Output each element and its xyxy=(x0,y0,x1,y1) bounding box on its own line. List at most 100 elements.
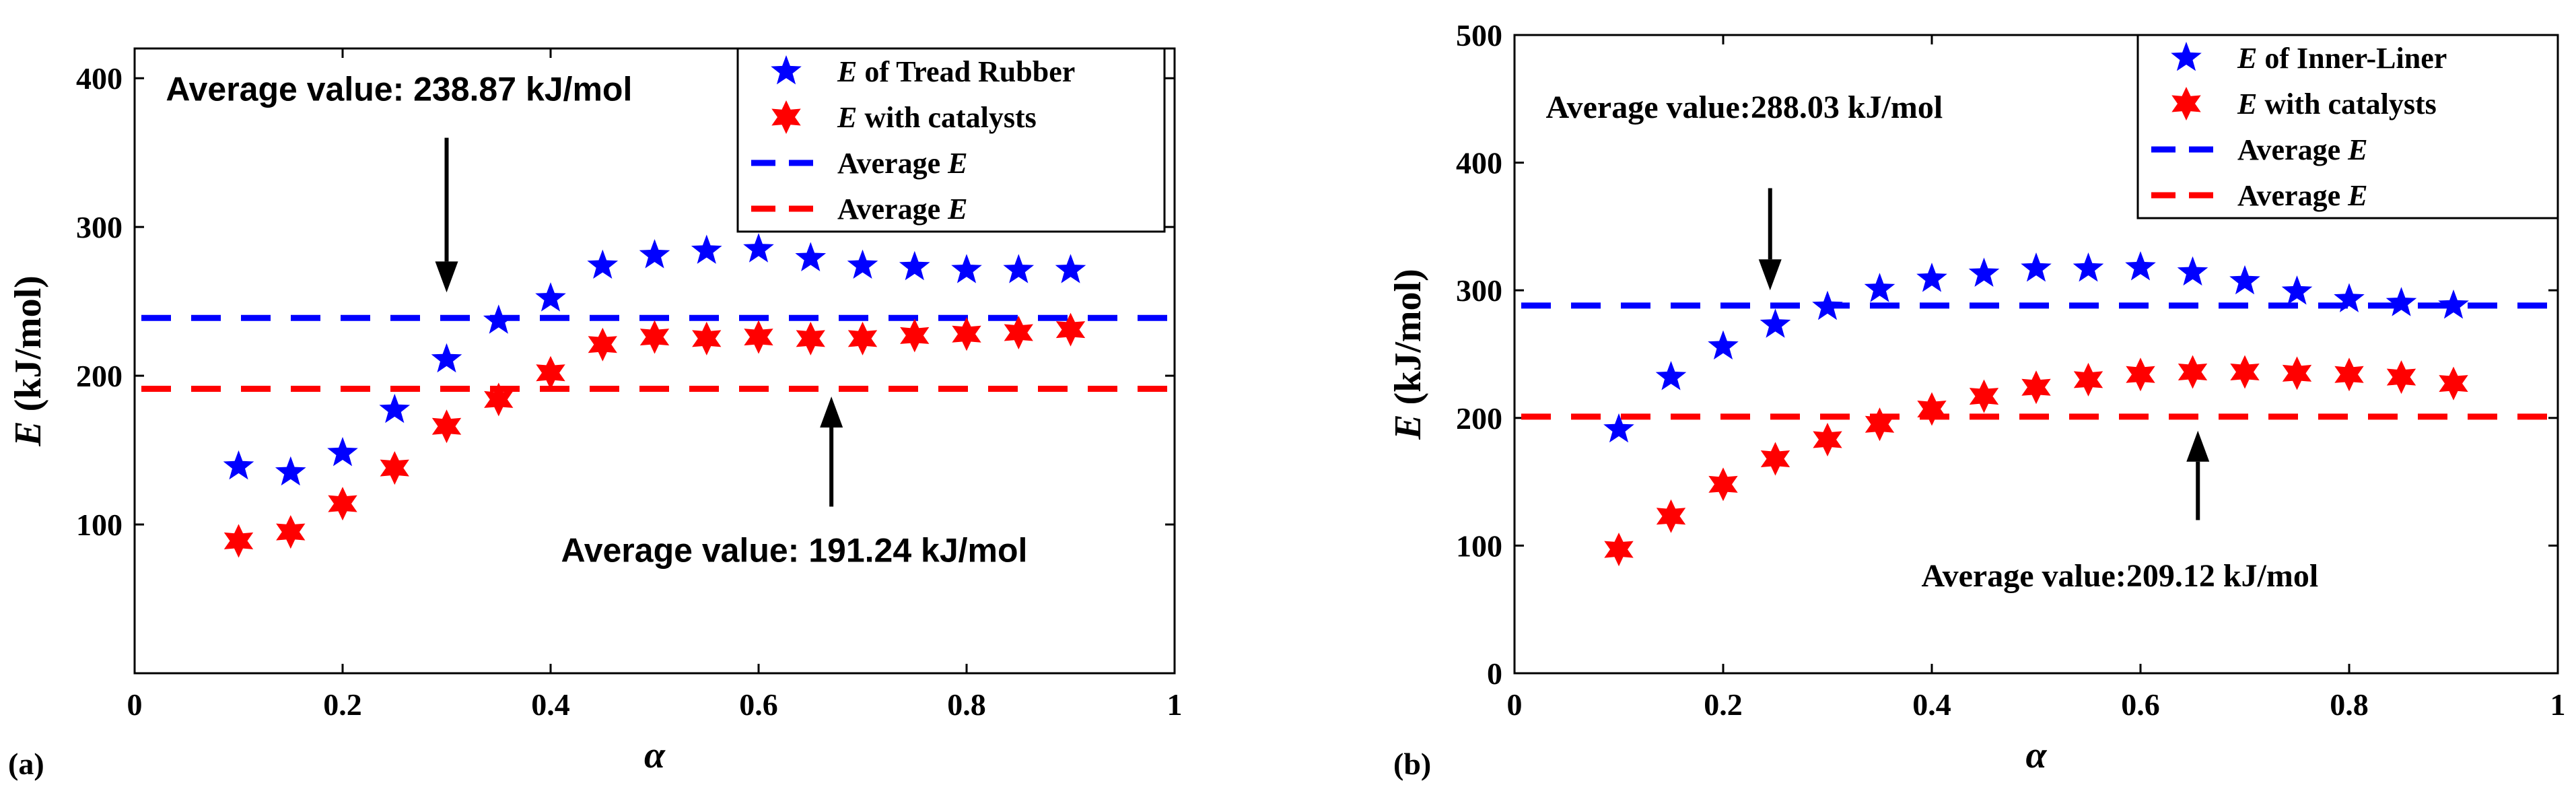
data-point xyxy=(847,321,878,355)
data-point xyxy=(223,524,254,558)
x-tick-label: 0.2 xyxy=(1704,687,1743,722)
legend-marker xyxy=(771,100,801,134)
annotation-text: Average value:288.03 kJ/mol xyxy=(1546,90,1943,125)
data-point xyxy=(483,304,514,334)
data-point xyxy=(847,249,878,279)
plot-frame xyxy=(1513,34,2559,675)
y-axis-label: E (kJ/mol) xyxy=(1387,269,1429,440)
annotation-arrow-head xyxy=(2186,430,2210,462)
data-point xyxy=(691,234,722,264)
data-point xyxy=(2386,287,2417,316)
x-tick-label: 0.6 xyxy=(739,687,778,722)
data-point xyxy=(743,233,774,263)
data-point xyxy=(1916,263,1947,292)
legend-label: Average E xyxy=(2237,133,2367,166)
data-point xyxy=(588,327,617,362)
data-point xyxy=(2334,283,2365,312)
y-axis-label: E (kJ/mol) xyxy=(7,275,49,447)
y-tick-label: 100 xyxy=(1456,528,1502,563)
data-point xyxy=(1864,273,1895,302)
annotation-arrow-head xyxy=(435,261,458,293)
legend-marker xyxy=(771,55,802,85)
data-point xyxy=(2282,356,2312,390)
legend-box xyxy=(2136,34,2559,219)
data-point xyxy=(1969,379,1999,413)
data-point xyxy=(952,317,981,351)
data-point xyxy=(2438,289,2469,319)
data-point xyxy=(1760,308,1791,338)
legend: E of Tread Rubber E with catalysts Average… xyxy=(736,47,1166,233)
data-point xyxy=(2073,252,2104,282)
data-point xyxy=(639,239,670,269)
chart-panel-b: 0 0.2 0.4 0.6 0.8 1 0 100 200 300 400 500 α E (kJ/mol… xyxy=(1387,18,2566,781)
legend-label: E with catalysts xyxy=(837,101,1037,134)
data-point xyxy=(795,242,827,271)
data-point xyxy=(587,249,619,279)
y-tick-label: 200 xyxy=(1456,401,1502,436)
data-point xyxy=(2021,252,2052,282)
legend-box xyxy=(736,47,1166,233)
legend-label: Average E xyxy=(2237,179,2367,212)
data-point xyxy=(1760,442,1790,476)
data-point xyxy=(1813,423,1842,456)
y-axis-unit: (kJ/mol) xyxy=(1387,269,1429,414)
legend-label: E of Tread Rubber xyxy=(837,55,1075,88)
data-point xyxy=(1603,413,1634,443)
panel-label: (b) xyxy=(1393,747,1431,781)
data-point xyxy=(536,355,565,390)
data-point xyxy=(328,487,357,521)
data-point xyxy=(1656,499,1686,533)
legend-label: Average E xyxy=(837,193,967,226)
x-axis-label: α xyxy=(644,735,666,776)
data-point xyxy=(379,393,411,423)
data-point xyxy=(1055,254,1086,283)
data-point xyxy=(535,282,566,312)
data-point xyxy=(1708,330,1739,360)
data-point xyxy=(2334,357,2364,392)
y-tick-label: 300 xyxy=(1456,273,1502,308)
legend-label: Average E xyxy=(837,147,967,180)
data-point xyxy=(223,450,254,480)
data-point xyxy=(2178,355,2208,389)
y-tick-label: 400 xyxy=(76,61,123,96)
data-point xyxy=(796,321,825,355)
x-tick-label: 0 xyxy=(1507,687,1523,722)
x-tick-label: 1 xyxy=(2550,687,2566,722)
data-point xyxy=(1812,290,1843,320)
data-point xyxy=(2230,355,2260,389)
x-tick-label: 0.8 xyxy=(2330,687,2369,722)
data-point xyxy=(2281,275,2313,305)
data-point xyxy=(276,515,306,549)
annotation-text: Average value: 238.87 kJ/mol xyxy=(166,70,632,108)
legend-marker xyxy=(2171,42,2202,71)
y-tick-label: 500 xyxy=(1456,18,1502,53)
y-tick-label: 100 xyxy=(76,508,123,542)
annotation-text: Average value: 191.24 kJ/mol xyxy=(561,531,1027,569)
data-point xyxy=(899,250,930,281)
data-point xyxy=(431,409,462,444)
data-point xyxy=(900,318,930,353)
annotation-text: Average value:209.12 kJ/mol xyxy=(1922,558,2319,594)
data-point xyxy=(380,451,409,485)
x-tick-label: 0.4 xyxy=(531,687,570,722)
data-point xyxy=(1655,361,1687,390)
legend-marker xyxy=(2171,87,2201,121)
data-point xyxy=(1917,392,1947,426)
data-point xyxy=(744,320,773,354)
panel-label: (a) xyxy=(8,747,44,781)
x-tick-label: 1 xyxy=(1167,687,1183,722)
data-point xyxy=(2021,370,2051,405)
annotation-arrow-head xyxy=(820,397,843,428)
data-point xyxy=(1055,312,1086,347)
data-point xyxy=(1708,467,1738,502)
annotation-arrow-head xyxy=(1758,259,1782,291)
legend: E of Inner-Liner E with catalysts Average … xyxy=(2136,34,2559,219)
x-tick-label: 0.4 xyxy=(1912,687,1951,722)
data-point xyxy=(2073,362,2103,397)
y-axis-symbol: E xyxy=(1387,414,1429,440)
y-tick-label: 200 xyxy=(76,359,123,393)
data-point xyxy=(1968,257,2000,287)
legend-label: E with catalysts xyxy=(2237,88,2437,121)
plot-frame xyxy=(133,47,1176,675)
data-point xyxy=(484,382,514,417)
